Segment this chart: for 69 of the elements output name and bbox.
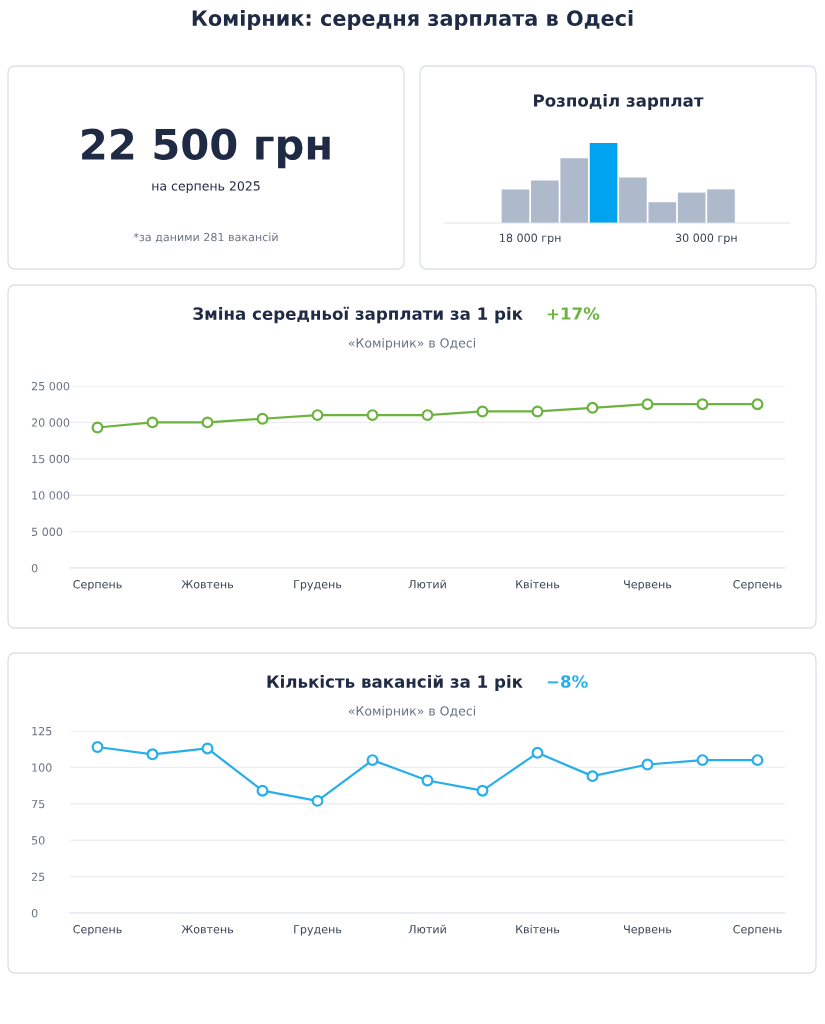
y-tick-label: 10 000 [32,491,70,500]
y-tick-label: 100 [32,763,52,772]
point [421,774,434,787]
x-tick-label: Червень [624,925,672,936]
x-tick-label: Жовтень [181,580,234,589]
x-tick-label: Лютий [408,924,446,934]
x-tick-label: Серпень [733,925,782,936]
text: *за даними 281 вакансій [133,232,278,243]
bar [707,189,735,223]
point [586,401,599,414]
chart-title: Кількість вакансій за 1 рік [267,674,523,692]
point [531,405,544,418]
x-tick-label: Жовтень [181,925,234,934]
point [751,754,764,767]
point [696,398,709,411]
chart-subtitle: «Комірник» в Одесі [348,705,475,719]
point [696,754,709,767]
x-tick-label: 30 000 грн [675,233,737,245]
point [311,409,324,422]
point [531,746,544,759]
y-tick-label: 25 [31,872,45,881]
x-tick-label: Грудень [294,925,342,936]
y-tick-label: 15 000 [32,454,70,464]
point [256,784,269,797]
point [641,758,654,771]
bar [589,143,618,223]
point [476,784,489,797]
point [146,416,159,429]
chart-title: Зміна середньої зарплати за 1 рік [193,306,523,324]
y-tick-label: 75 [32,799,45,809]
point [146,748,159,761]
point [256,412,269,425]
point [476,405,489,418]
y-tick-label: 0 [31,563,38,573]
point [586,770,599,783]
x-tick-label: Червень [624,580,672,591]
y-tick-label: 0 [31,908,38,918]
x-tick-label: Серпень [73,925,122,936]
point [366,409,379,422]
text: +17% [547,307,600,320]
point [201,742,214,755]
x-tick-label: Серпень [73,580,122,591]
x-tick-label: 18 000 грн [500,233,561,245]
point [311,794,324,807]
chart-title: Розподіл зарплат [534,93,704,111]
y-tick-label: 5 000 [31,527,63,536]
point [201,416,214,429]
chart-subtitle: «Комірник» в Одесі [348,337,475,351]
text: −8% [547,675,588,688]
text: Комірник: середня зарплата в Одесі [192,9,633,31]
point [91,421,104,434]
point [751,398,764,411]
y-tick-label: 25 000 [31,381,70,391]
x-tick-label: Квітень [516,579,560,589]
x-tick-label: Серпень [733,580,782,591]
text: на серпень 2025 [152,181,260,194]
point [366,754,379,767]
y-tick-label: 20 000 [31,418,70,427]
text: 22 500 грн [82,128,330,169]
x-tick-label: Квітень [516,924,560,934]
bar [501,189,530,223]
x-tick-label: Грудень [294,580,342,591]
point [421,409,434,422]
bar [677,192,706,223]
y-tick-label: 125 [32,726,52,736]
y-tick-label: 50 [31,836,45,845]
point [641,398,654,411]
point [91,741,104,753]
x-tick-label: Лютий [408,579,446,589]
